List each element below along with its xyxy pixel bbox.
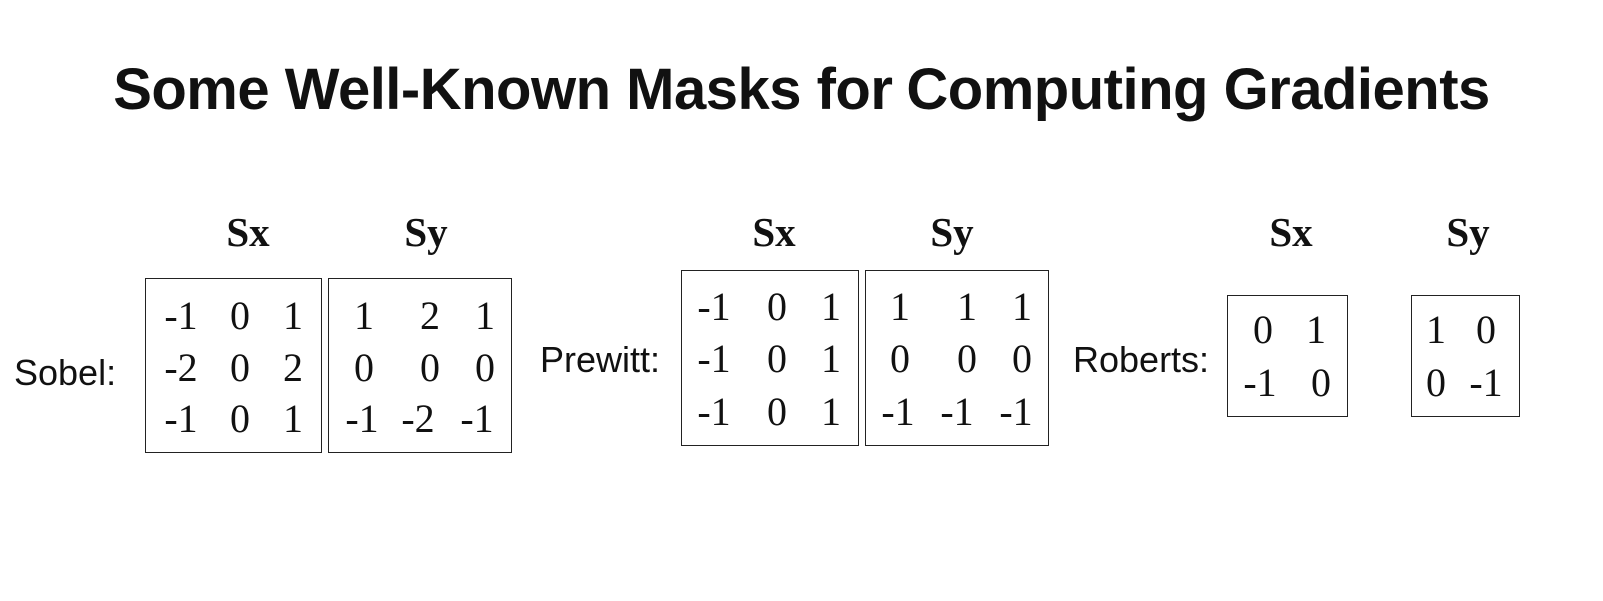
prewitt-sy-cell: 1: [890, 284, 910, 329]
sobel-label: Sobel:: [14, 352, 117, 393]
prewitt-sy-cell: 0: [890, 336, 910, 381]
prewitt-sx-cell: -1: [697, 389, 731, 434]
prewitt-sy-cell: 1: [1012, 284, 1032, 329]
roberts-sy-mask: 1 0 0 -1: [1411, 295, 1520, 417]
sobel-sx-cell: 2: [283, 345, 303, 390]
sobel-sy-cell: -2: [401, 396, 435, 441]
title-part-2: Computing Gradients: [906, 57, 1490, 122]
roberts-label: Roberts:: [1073, 339, 1210, 380]
prewitt-sy-cell: -1: [940, 389, 974, 434]
prewitt-sy-cell: -1: [881, 389, 915, 434]
sobel-sy-cell: 0: [475, 345, 495, 390]
prewitt-sx-cell: 0: [767, 284, 787, 329]
sobel-sx-cell: -1: [164, 293, 198, 338]
prewitt-sy-cell: -1: [999, 389, 1033, 434]
sobel-sx-label: Sx: [226, 209, 270, 255]
prewitt-sy-cell: 0: [957, 336, 977, 381]
prewitt-sx-cell: 0: [767, 336, 787, 381]
sobel-sx-cell: -1: [164, 396, 198, 441]
roberts-sx-cell: 1: [1306, 307, 1326, 352]
prewitt-sx-cell: 0: [767, 389, 787, 434]
sobel-sy-cell: 0: [420, 345, 440, 390]
roberts-sy-label: Sy: [1446, 209, 1490, 255]
prewitt-sy-cell: 0: [1012, 336, 1032, 381]
sobel-sy-cell: 2: [420, 293, 440, 338]
roberts-sx-cell: -1: [1243, 360, 1277, 405]
sobel-sy-cell: 0: [354, 345, 374, 390]
prewitt-sx-cell: -1: [697, 336, 731, 381]
prewitt-sx-cell: 1: [821, 389, 841, 434]
roberts-sy-cell: 0: [1426, 360, 1446, 405]
title-part-1: Some Well-Known Masks for: [113, 57, 893, 122]
sobel-sx-mask: -1 0 1 -2 0 2 -1 0 1: [145, 278, 322, 453]
sobel-sx-cell: -2: [164, 345, 198, 390]
roberts-sy-cell: -1: [1469, 360, 1503, 405]
sobel-sx-cell: 1: [283, 396, 303, 441]
roberts-sx-cell: 0: [1311, 360, 1331, 405]
sobel-sy-label: Sy: [404, 209, 448, 255]
roberts-sy-cell: 0: [1476, 307, 1496, 352]
sobel-sy-cell: 1: [475, 293, 495, 338]
sobel-sx-cell: 0: [230, 293, 250, 338]
prewitt-sx-cell: 1: [821, 336, 841, 381]
sobel-sx-cell: 0: [230, 396, 250, 441]
sobel-sy-cell: 1: [354, 293, 374, 338]
sobel-sx-cell: 0: [230, 345, 250, 390]
roberts-sx-mask: 0 1 -1 0: [1227, 295, 1348, 417]
page-title: Some Well-Known Masks for Computing Gradi…: [0, 52, 1603, 128]
prewitt-sx-mask: -1 0 1 -1 0 1 -1 0 1: [681, 270, 859, 446]
prewitt-sy-cell: 1: [957, 284, 977, 329]
prewitt-sx-cell: 1: [821, 284, 841, 329]
sobel-sy-cell: -1: [345, 396, 379, 441]
prewitt-sx-label: Sx: [752, 209, 796, 255]
sobel-sx-cell: 1: [283, 293, 303, 338]
prewitt-sx-cell: -1: [697, 284, 731, 329]
prewitt-sy-label: Sy: [930, 209, 974, 255]
sobel-sy-mask: 1 2 1 0 0 0 -1 -2 -1: [328, 278, 512, 453]
roberts-sy-cell: 1: [1426, 307, 1446, 352]
roberts-sx-cell: 0: [1253, 307, 1273, 352]
sobel-sy-cell: -1: [460, 396, 494, 441]
prewitt-label: Prewitt:: [540, 339, 661, 380]
prewitt-sy-mask: 1 1 1 0 0 0 -1 -1 -1: [865, 270, 1049, 446]
roberts-sx-label: Sx: [1269, 209, 1313, 255]
